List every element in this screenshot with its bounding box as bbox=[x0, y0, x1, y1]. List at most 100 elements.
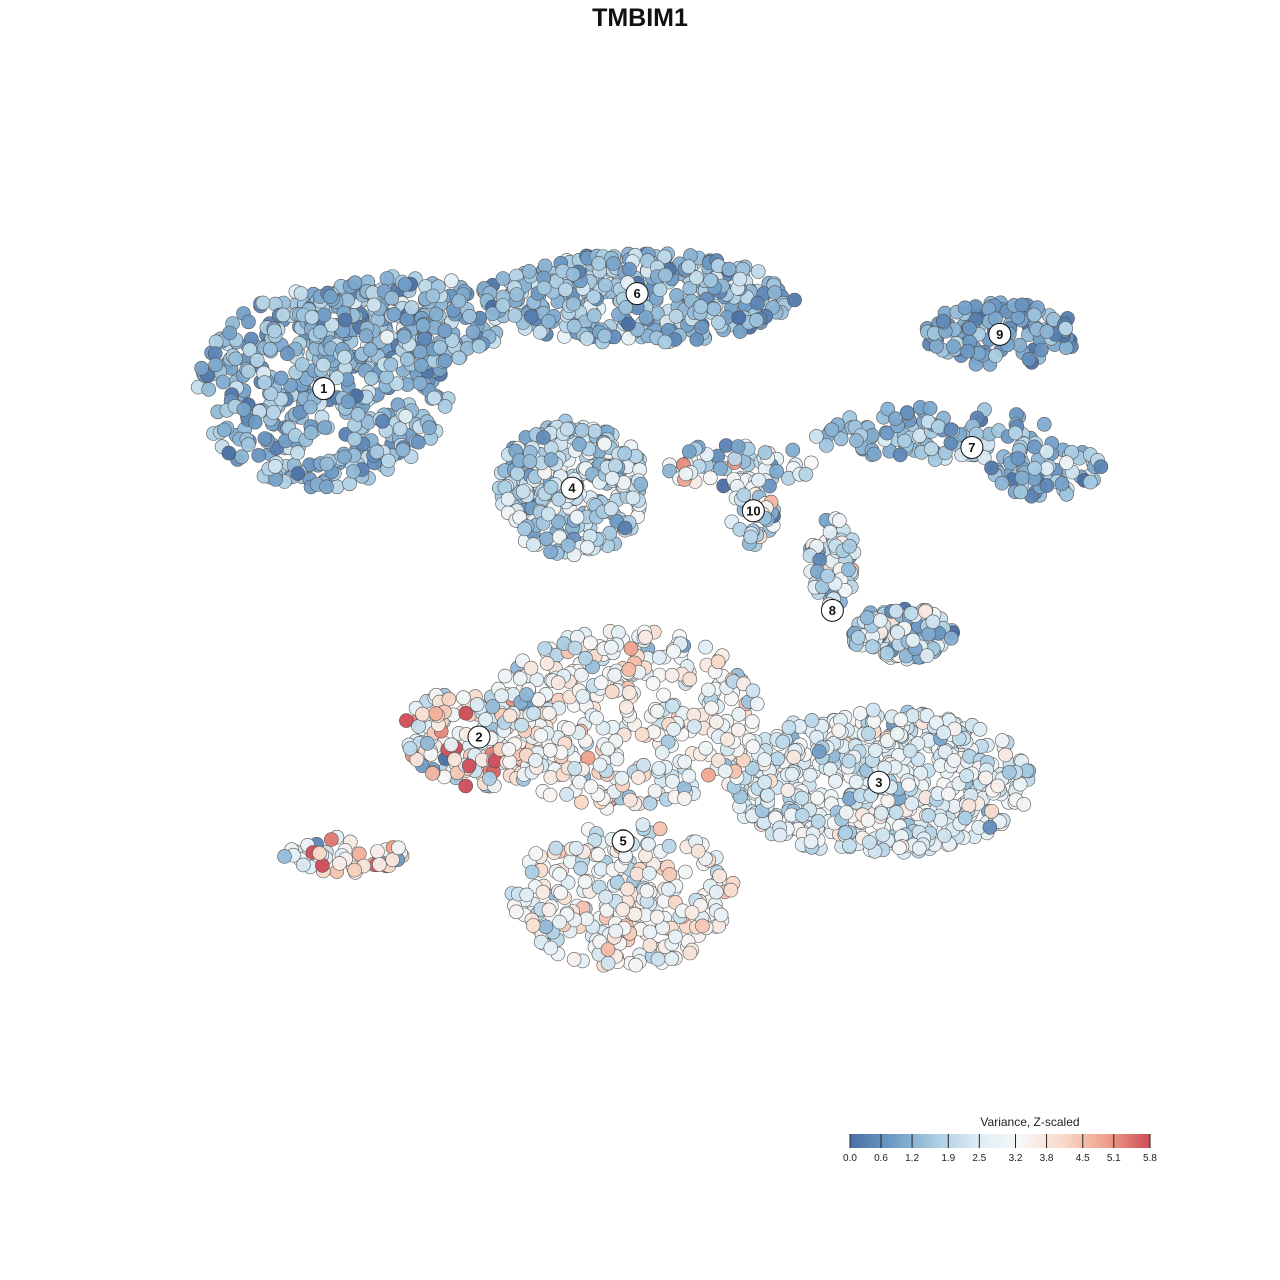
data-point bbox=[978, 770, 994, 786]
data-point bbox=[720, 732, 735, 747]
data-point bbox=[872, 613, 888, 628]
data-point bbox=[656, 687, 671, 703]
data-point bbox=[849, 433, 864, 448]
cluster-label-1: 1 bbox=[312, 377, 336, 401]
data-point bbox=[304, 309, 320, 325]
data-point bbox=[593, 675, 609, 691]
data-point bbox=[543, 452, 559, 467]
data-point bbox=[426, 390, 442, 406]
data-point bbox=[508, 904, 524, 920]
data-point bbox=[432, 340, 448, 355]
data-point bbox=[1016, 796, 1032, 812]
data-point bbox=[1058, 340, 1074, 356]
data-point bbox=[732, 271, 748, 287]
data-point bbox=[666, 721, 682, 737]
svg-text:10: 10 bbox=[746, 503, 760, 518]
colorbar-tick-label: 0.6 bbox=[874, 1153, 888, 1164]
data-point bbox=[888, 805, 904, 820]
data-point bbox=[447, 752, 462, 767]
data-point bbox=[1039, 478, 1055, 493]
data-point bbox=[638, 310, 654, 325]
data-point bbox=[681, 768, 697, 784]
data-point bbox=[621, 316, 636, 332]
data-point bbox=[1010, 451, 1026, 466]
data-point bbox=[935, 313, 951, 329]
data-point bbox=[262, 341, 278, 357]
data-point bbox=[608, 458, 623, 474]
data-point bbox=[384, 290, 400, 306]
cluster-label-10: 10 bbox=[741, 499, 765, 523]
data-point bbox=[586, 308, 602, 324]
data-point bbox=[517, 521, 533, 537]
colorbar-tick-label: 0.0 bbox=[843, 1153, 857, 1164]
data-point bbox=[875, 827, 891, 843]
data-point bbox=[1026, 307, 1042, 323]
data-point bbox=[1039, 324, 1055, 339]
data-point bbox=[494, 688, 509, 704]
data-point bbox=[710, 753, 726, 768]
data-point bbox=[410, 434, 426, 450]
data-point bbox=[600, 741, 616, 757]
data-point bbox=[381, 453, 396, 469]
data-point bbox=[919, 648, 935, 664]
data-point bbox=[451, 293, 467, 309]
data-point bbox=[267, 458, 283, 474]
data-point bbox=[690, 843, 706, 859]
cluster-label-5: 5 bbox=[611, 829, 635, 853]
data-point bbox=[607, 667, 623, 683]
data-point bbox=[652, 282, 668, 297]
data-point bbox=[526, 705, 541, 721]
data-point bbox=[392, 421, 408, 437]
data-point bbox=[591, 256, 607, 271]
data-point bbox=[903, 606, 919, 621]
data-point bbox=[478, 712, 493, 727]
data-point bbox=[936, 828, 952, 843]
data-point bbox=[519, 887, 535, 903]
data-point bbox=[682, 671, 698, 687]
data-point bbox=[389, 376, 405, 392]
data-point bbox=[689, 332, 705, 347]
data-point bbox=[809, 429, 824, 444]
data-point bbox=[215, 374, 231, 390]
data-point bbox=[744, 714, 760, 729]
data-point bbox=[634, 727, 650, 742]
data-point bbox=[319, 479, 334, 495]
data-point bbox=[413, 358, 429, 373]
data-point bbox=[540, 506, 556, 522]
data-point bbox=[751, 472, 766, 488]
cluster-label-6: 6 bbox=[625, 282, 649, 306]
data-point bbox=[548, 840, 564, 856]
data-point bbox=[731, 310, 747, 326]
data-point bbox=[943, 422, 959, 437]
data-point bbox=[587, 832, 603, 848]
data-point bbox=[689, 270, 704, 286]
data-point bbox=[911, 840, 927, 856]
cluster-labels: 1 6 9 7 4 10 8 2 3 5 bbox=[312, 282, 1012, 853]
data-point bbox=[241, 437, 256, 452]
data-point bbox=[642, 938, 658, 953]
colorbar-tick-label: 3.2 bbox=[1009, 1153, 1023, 1164]
data-point bbox=[411, 719, 426, 734]
data-point bbox=[850, 630, 866, 645]
data-point bbox=[893, 712, 909, 728]
cluster-label-4: 4 bbox=[560, 476, 584, 500]
data-point bbox=[552, 866, 567, 882]
data-point bbox=[573, 794, 589, 810]
data-point bbox=[290, 445, 305, 461]
data-point bbox=[316, 307, 332, 323]
data-point bbox=[635, 817, 651, 833]
data-point bbox=[379, 271, 395, 286]
data-point bbox=[529, 672, 545, 688]
data-point bbox=[541, 902, 557, 918]
data-point bbox=[861, 726, 876, 741]
data-point bbox=[559, 421, 575, 437]
data-point bbox=[386, 306, 402, 322]
data-point bbox=[684, 905, 700, 920]
data-point bbox=[608, 923, 624, 939]
data-point bbox=[941, 786, 956, 802]
data-point bbox=[512, 671, 528, 686]
data-point bbox=[566, 952, 582, 967]
data-point bbox=[589, 710, 604, 726]
data-point bbox=[332, 856, 347, 871]
